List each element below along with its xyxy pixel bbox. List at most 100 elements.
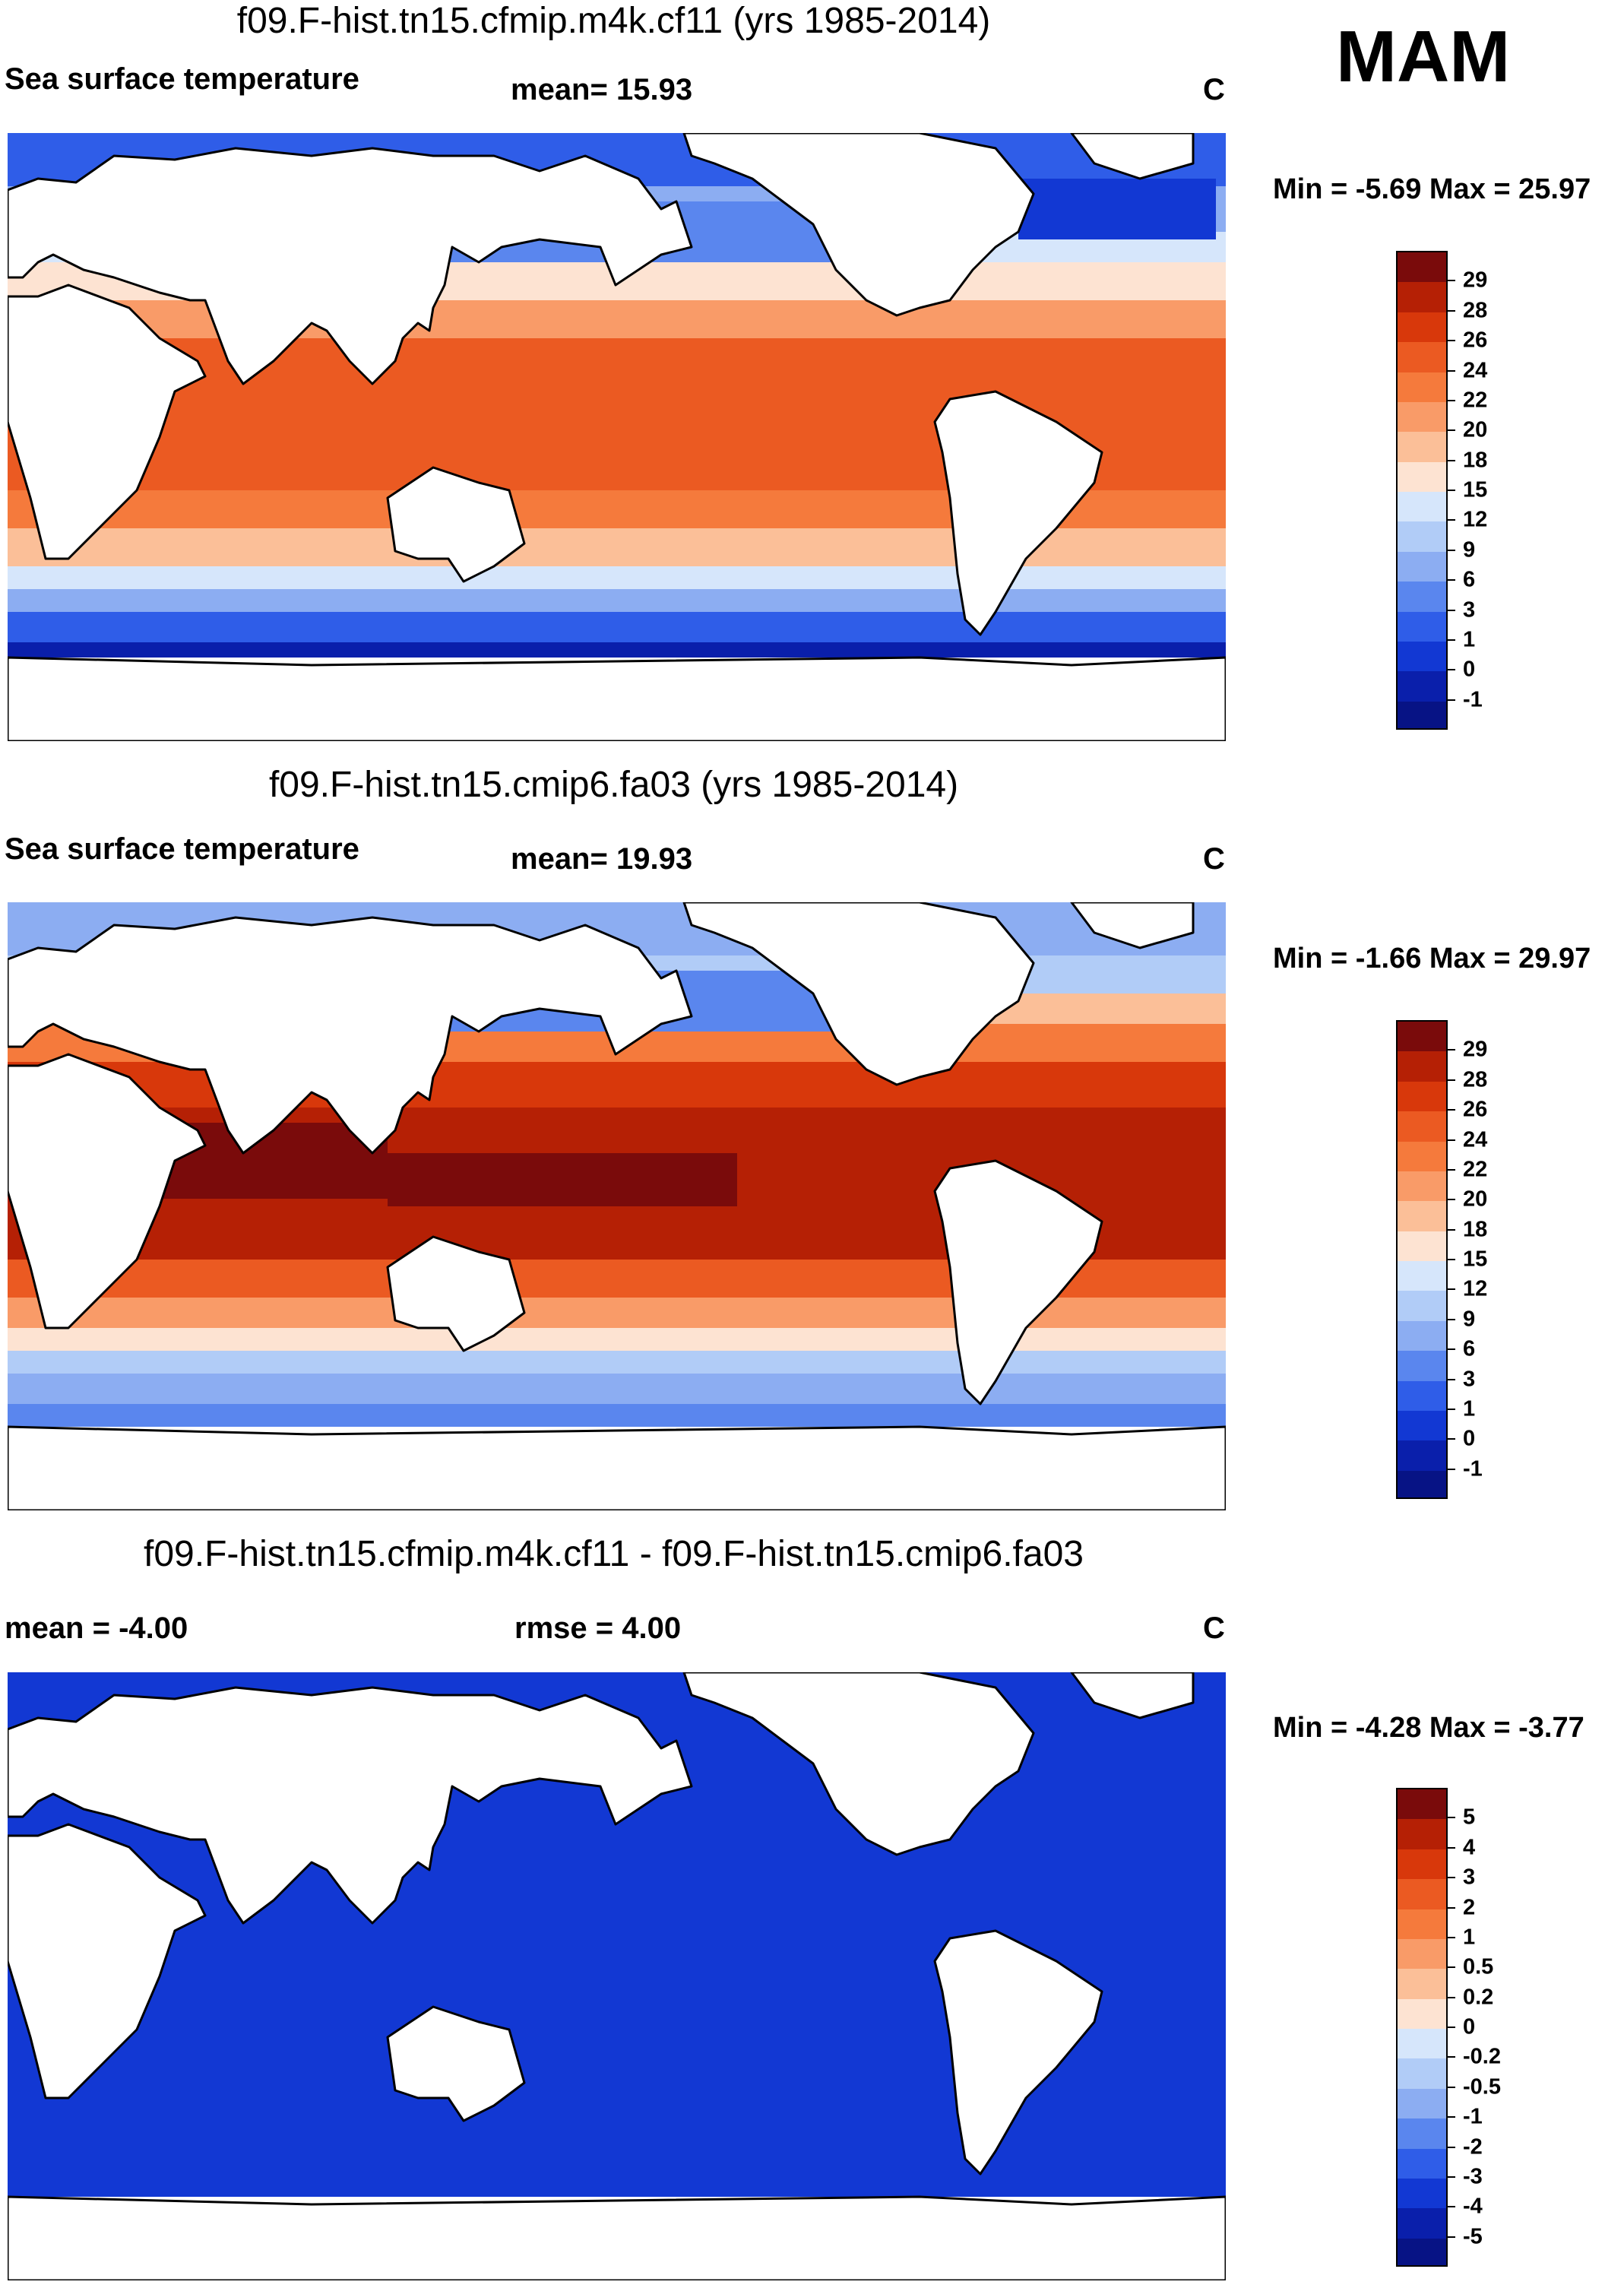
panel-3-title: f09.F-hist.tn15.cfmip.m4k.cf11 - f09.F-h… bbox=[144, 1534, 1084, 1574]
panel-2-colorbar-label: 15 bbox=[1463, 1247, 1488, 1272]
panel-3-colorbar-tick bbox=[1448, 1936, 1455, 1938]
panel-3-colorbar-label: -1 bbox=[1463, 2104, 1483, 2129]
panel-1-colorbar-segment bbox=[1398, 282, 1446, 312]
panel-3-colorbar: 5 4 3 2 1 0.5 0.2 0 -0.2 -0.5 -1 -2 -3 -4 -5 bbox=[1396, 1788, 1501, 2267]
panel-1-colorbar-tick bbox=[1448, 429, 1455, 432]
panel-3-colorbar-segment bbox=[1398, 2148, 1446, 2179]
panel-2-colorbar: 29 28 26 24 22 20 18 15 12 9 6 3 1 0 -1 bbox=[1396, 1020, 1487, 1499]
panel-3-colorbar-label: -4 bbox=[1463, 2194, 1483, 2219]
panel-3-colorbar-tick bbox=[1448, 2206, 1455, 2208]
panel-2-colorbar-box bbox=[1396, 1020, 1448, 1499]
panel-2-colorbar-segment bbox=[1398, 1051, 1446, 1082]
panel-2-colorbar-label: 6 bbox=[1463, 1336, 1476, 1361]
panel-2-colorbar-segment bbox=[1398, 1081, 1446, 1112]
panel-3-colorbar-tick bbox=[1448, 2116, 1455, 2118]
panel-1-colorbar-segment bbox=[1398, 611, 1446, 642]
panel-1-colorbar-label: 6 bbox=[1463, 567, 1476, 592]
panel-2-colorbar-label: 1 bbox=[1463, 1396, 1476, 1421]
panel-3-colorbar-label: -0.2 bbox=[1463, 2044, 1501, 2069]
panel-1-colorbar-tick bbox=[1448, 309, 1455, 312]
panel-1-colorbar-tick bbox=[1448, 609, 1455, 611]
panel-1-map-svg bbox=[8, 133, 1226, 741]
panel-3-minmax: Min = -4.28 Max = -3.77 bbox=[1273, 1712, 1584, 1744]
panel-2-colorbar-tick bbox=[1448, 1259, 1455, 1260]
panel-1-colorbar-tick bbox=[1448, 399, 1455, 401]
panel-2-colorbar-label: 22 bbox=[1463, 1157, 1488, 1182]
panel-1-colorbar-box bbox=[1396, 251, 1448, 730]
panel-2-colorbar-segment bbox=[1398, 1320, 1446, 1352]
panel-2-colorbar-segment bbox=[1398, 1111, 1446, 1142]
continents bbox=[8, 133, 1226, 741]
panel-1-colorbar-tick bbox=[1448, 579, 1455, 582]
panel-1-colorbar-segment bbox=[1398, 582, 1446, 612]
panel-1-colorbar-segment bbox=[1398, 492, 1446, 522]
panel-1-colorbar-segment bbox=[1398, 401, 1446, 433]
panel-3-colorbar-segment bbox=[1398, 2118, 1446, 2149]
panel-1-colorbar-label: 0 bbox=[1463, 657, 1476, 682]
panel-1-colorbar-tick bbox=[1448, 519, 1455, 521]
panel-2-map-svg bbox=[8, 902, 1226, 1510]
panel-3-colorbar-segment bbox=[1398, 1819, 1446, 1849]
panel-3-colorbar-label: 5 bbox=[1463, 1805, 1476, 1830]
panel-3-rmse: rmse = 4.00 bbox=[514, 1611, 682, 1645]
panel-2-colorbar-segment bbox=[1398, 1141, 1446, 1171]
panel-1-colorbar-label: 29 bbox=[1463, 268, 1488, 293]
panel-1-colorbar-label: 24 bbox=[1463, 358, 1488, 382]
panel-3-colorbar-tick bbox=[1448, 1846, 1455, 1849]
panel-3-colorbar-label: 0 bbox=[1463, 2014, 1476, 2039]
panel-1-colorbar-tick bbox=[1448, 699, 1455, 701]
panel-2-colorbar-label: 3 bbox=[1463, 1367, 1476, 1391]
panel-1-colorbar-tick bbox=[1448, 459, 1455, 461]
panel-2-colorbar-segment bbox=[1398, 1171, 1446, 1202]
panel-3-colorbar-label: 3 bbox=[1463, 1865, 1476, 1890]
panel-2-mean: mean= 19.93 bbox=[511, 842, 693, 876]
panel-2-colorbar-label: 12 bbox=[1463, 1276, 1488, 1301]
panel-3-colorbar-label: 1 bbox=[1463, 1925, 1476, 1950]
panel-1-colorbar-label: 28 bbox=[1463, 298, 1488, 323]
panel-2-colorbar-segment bbox=[1398, 1410, 1446, 1441]
panel-1-colorbar-segment bbox=[1398, 252, 1446, 283]
panel-3-colorbar-tick bbox=[1448, 1877, 1455, 1879]
panel-3-colorbar-label: -5 bbox=[1463, 2224, 1483, 2249]
panel-3-colorbar-tick bbox=[1448, 1966, 1455, 1969]
panel-2-colorbar-segment bbox=[1398, 1201, 1446, 1231]
panel-2-colorbar-label: 26 bbox=[1463, 1097, 1488, 1122]
panel-3-map bbox=[8, 1672, 1226, 2280]
panel-3-colorbar-tick bbox=[1448, 2027, 1455, 2028]
panel-1-colorbar-label: 3 bbox=[1463, 597, 1476, 622]
panel-1-colorbar-segment bbox=[1398, 641, 1446, 672]
panel-3-units: C bbox=[1203, 1611, 1225, 1645]
panel-1-title: f09.F-hist.tn15.cfmip.m4k.cf11 (yrs 1985… bbox=[236, 1, 991, 41]
panel-3-colorbar-segment bbox=[1398, 2088, 1446, 2119]
panel-2-colorbar-tick bbox=[1448, 1168, 1455, 1171]
panel-2-variable-label: Sea surface temperature bbox=[5, 832, 359, 866]
panel-1-colorbar-label: 22 bbox=[1463, 388, 1488, 413]
panel-3-map-svg bbox=[8, 1672, 1226, 2280]
panel-3-colorbar-segment bbox=[1398, 2029, 1446, 2059]
panel-3-colorbar-segment bbox=[1398, 1998, 1446, 2029]
continents bbox=[8, 1672, 1226, 2280]
panel-3-colorbar-tick bbox=[1448, 1817, 1455, 1819]
panel-3-colorbar-tick bbox=[1448, 1906, 1455, 1909]
panel-3-colorbar-segment bbox=[1398, 1849, 1446, 1880]
panel-3-colorbar-label: 2 bbox=[1463, 1895, 1476, 1919]
panel-3-colorbar-segment bbox=[1398, 2058, 1446, 2089]
panel-3-colorbar-label: -3 bbox=[1463, 2164, 1483, 2189]
panel-3-colorbar-label: -2 bbox=[1463, 2134, 1483, 2159]
panel-3-colorbar-tick bbox=[1448, 1996, 1455, 1998]
panel-1-colorbar-label: 18 bbox=[1463, 448, 1488, 473]
panel-2-colorbar-tick bbox=[1448, 1348, 1455, 1351]
panel-1-colorbar-label: 15 bbox=[1463, 477, 1488, 502]
panel-2-colorbar-tick bbox=[1448, 1199, 1455, 1201]
panel-3-colorbar-label: 4 bbox=[1463, 1835, 1476, 1860]
panel-2-colorbar-tick bbox=[1448, 1378, 1455, 1380]
panel-3-colorbar-segment bbox=[1398, 1789, 1446, 1820]
panel-1-colorbar-segment bbox=[1398, 671, 1446, 702]
panel-1-colorbar-segment bbox=[1398, 342, 1446, 372]
panel-1-map bbox=[8, 133, 1226, 741]
panel-1-colorbar-label: 20 bbox=[1463, 417, 1488, 442]
panel-2-colorbar-tick bbox=[1448, 1438, 1455, 1440]
panel-2-colorbar-segment bbox=[1398, 1022, 1446, 1052]
panel-3-colorbar-segment bbox=[1398, 2208, 1446, 2239]
panel-1-colorbar-tick bbox=[1448, 669, 1455, 671]
